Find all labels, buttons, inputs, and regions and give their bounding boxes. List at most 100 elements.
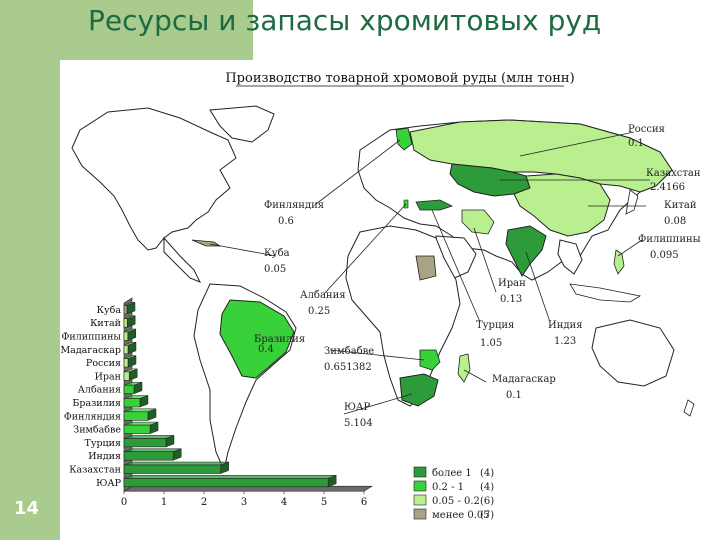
legend-swatch-4 <box>413 508 427 520</box>
legend-count-3: (6) <box>480 496 494 507</box>
annotation-brazil-name: Бразилия <box>254 334 305 345</box>
slide-number: 14 <box>14 498 40 519</box>
turkey <box>415 199 454 211</box>
china <box>513 173 611 237</box>
bar-3 <box>123 344 129 355</box>
legend-swatch-3 <box>413 494 427 506</box>
annotation-cuba-name: Куба <box>264 248 290 259</box>
annotation-turkey-value: 1.05 <box>480 338 502 349</box>
annotation-madagascar-value: 0.1 <box>506 390 522 401</box>
category-label-0: Куба <box>97 305 122 316</box>
annotation-madagascar-name: Мадагаскар <box>492 374 556 385</box>
annotation-south-africa-value: 5.104 <box>344 418 373 429</box>
bar-5 <box>123 371 130 381</box>
southeast-asia <box>557 239 583 275</box>
legend-count-1: (4) <box>480 468 494 479</box>
new-zealand <box>683 399 695 417</box>
category-label-13: ЮАР <box>96 478 122 489</box>
bar-top-12 <box>123 461 229 466</box>
legend-label-4: менее 0.05 <box>432 510 490 521</box>
australia <box>591 319 675 387</box>
iran <box>461 209 495 235</box>
japan <box>625 189 639 215</box>
annotation-finland-name: Финляндия <box>264 200 324 211</box>
production-bar-chart: Куба Китай Филиппины Мадагаскар Россия Иран Ал… <box>60 297 374 508</box>
x-tick-label-4: 4 <box>281 497 287 508</box>
category-label-6: Албания <box>78 385 121 396</box>
annotation-china-name: Китай <box>664 200 697 211</box>
annotation-finland-value: 0.6 <box>278 216 294 227</box>
category-label-7: Бразилия <box>72 398 121 409</box>
bar-4 <box>123 358 129 368</box>
annotation-russia-name: Россия <box>628 124 665 135</box>
zimbabwe <box>419 349 441 371</box>
bar-top-11 <box>123 448 182 452</box>
bar-1 <box>123 318 128 328</box>
annotation-turkey-name: Турция <box>476 320 514 331</box>
annotation-brazil-value: 0.4 <box>258 344 274 355</box>
annotation-india-value: 1.23 <box>554 336 576 347</box>
category-label-11: Индия <box>88 451 121 462</box>
annotation-india-name: Индия <box>548 320 583 331</box>
annotation-iran-name: Иран <box>498 278 526 289</box>
legend-label-2: 0.2 - 1 <box>432 482 464 493</box>
world-map: Производство товарной хромовой руды (млн… <box>60 71 701 521</box>
bar-9 <box>123 424 151 434</box>
brazil <box>219 299 295 379</box>
slide-title: Ресурсы и запасы хромитовых руд <box>88 4 602 37</box>
bar-11 <box>123 451 174 461</box>
category-label-10: Турция <box>85 438 121 449</box>
sudan-tan <box>415 255 437 281</box>
annotation-albania-value: 0.25 <box>308 306 330 317</box>
x-tick-label-6: 6 <box>361 497 367 508</box>
category-label-4: Россия <box>86 358 121 369</box>
central-america <box>163 236 202 283</box>
category-label-1: Китай <box>90 318 121 329</box>
annotation-albania-name: Албания <box>300 290 346 301</box>
category-label-12: Казахстан <box>69 465 121 476</box>
x-tick-label-0: 0 <box>121 497 127 508</box>
legend-label-1: более 1 <box>432 468 472 479</box>
bar-0 <box>123 305 128 315</box>
category-label-9: Зимбабве <box>73 425 121 436</box>
annotation-iran-value: 0.13 <box>500 294 522 305</box>
annotation-kazakhstan-value: 2.4166 <box>650 182 685 193</box>
bar-13 <box>123 477 329 488</box>
x-tick-label-1: 1 <box>161 497 167 508</box>
south-africa <box>399 373 439 407</box>
philippines <box>613 249 625 275</box>
category-label-5: Иран <box>95 371 121 382</box>
bar-12 <box>123 464 221 474</box>
category-label-8: Финляндия <box>64 411 121 422</box>
bar-8 <box>123 411 149 421</box>
map-panel: Производство товарной хромовой руды (млн… <box>60 60 720 540</box>
x-tick-label-2: 2 <box>201 497 207 508</box>
bar-10 <box>123 438 167 448</box>
annotation-zimbabwe-value: 0.651382 <box>324 362 372 373</box>
annotation-south-africa-name: ЮАР <box>344 402 371 413</box>
x-tick-label-3: 3 <box>241 497 247 508</box>
annotation-china-value: 0.08 <box>664 216 686 227</box>
leader-lines <box>209 131 650 415</box>
annotation-zimbabwe-name: Зимбабве <box>324 346 374 357</box>
madagascar <box>457 353 471 383</box>
legend-swatch-2 <box>413 480 427 492</box>
map-annotations: Россия 0.1 Казахстан 2.4166 Китай 0.08 Ф… <box>254 124 701 429</box>
title-bg-left <box>60 0 253 60</box>
annotation-philippines-value: 0.095 <box>650 250 679 261</box>
annotation-philippines-name: Филиппины <box>638 234 701 245</box>
category-label-2: Филиппины <box>62 332 122 343</box>
greenland <box>209 105 275 143</box>
slide-title-bar: Ресурсы и запасы хромитовых руд <box>60 0 720 60</box>
indonesia <box>569 283 642 303</box>
annotation-cuba-value: 0.05 <box>264 264 286 275</box>
legend-count-2: (4) <box>480 482 494 493</box>
map-legend: более 1 (4) 0.2 - 1 (4) 0.05 - 0.2 (6) м… <box>413 466 494 521</box>
title-bg-right <box>253 0 720 60</box>
legend-swatch-1 <box>413 466 427 478</box>
bar-6 <box>123 384 135 395</box>
bar-2 <box>123 331 129 341</box>
legend-label-3: 0.05 - 0.2 <box>432 496 480 507</box>
annotation-russia-value: 0.1 <box>628 138 644 149</box>
x-tick-label-5: 5 <box>321 497 327 508</box>
